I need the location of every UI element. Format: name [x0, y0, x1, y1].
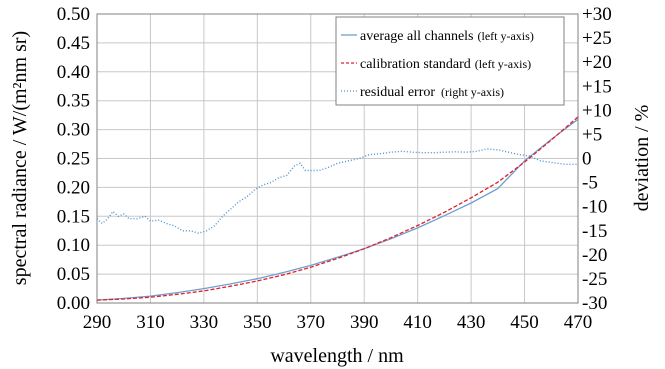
x-tick-label: 410 — [403, 312, 432, 333]
y-left-tick-label: 0.05 — [57, 264, 90, 285]
series-average-all-channels — [96, 118, 579, 301]
x-tick-label: 310 — [136, 312, 165, 333]
x-tick-label: 450 — [510, 312, 539, 333]
legend-entry-residual: residual error (right y-axis) — [360, 85, 504, 100]
y-right-tick-label: +15 — [582, 76, 612, 97]
series-calibration-standard — [96, 116, 579, 301]
legend-label-residual: residual error — [360, 85, 435, 100]
y-right-tick-label: +5 — [582, 124, 602, 145]
legend-label-calibration: calibration standard — [360, 57, 471, 72]
x-tick-label: 290 — [83, 312, 112, 333]
y-right-tick-label: +30 — [582, 4, 612, 25]
series-residual-error — [96, 148, 578, 234]
x-tick-label: 390 — [350, 312, 379, 333]
legend-entry-calibration: calibration standard (left y-axis) — [360, 57, 531, 72]
y-left-tick-label: 0.40 — [57, 62, 90, 83]
legend-box — [335, 16, 565, 106]
y-right-tick-label: +10 — [582, 100, 612, 121]
x-tick-label: 330 — [190, 312, 219, 333]
x-tick-label: 430 — [457, 312, 486, 333]
x-axis-title: wavelength / nm — [270, 345, 404, 367]
y-right-tick-label: -10 — [582, 197, 607, 218]
y-right-tick-label: -25 — [582, 269, 607, 290]
y-left-tick-label: 0.10 — [57, 235, 90, 256]
tick-labels: 290 310 330 350 370 390 410 430 450 470 0.00 0.05 0.… — [57, 4, 612, 333]
x-tick-label: 350 — [243, 312, 272, 333]
x-tick-label: 370 — [297, 312, 326, 333]
series — [96, 116, 579, 301]
y-left-tick-label: 0.15 — [57, 206, 90, 227]
y-left-tick-label: 0.25 — [57, 149, 90, 170]
y-right-tick-label: +20 — [582, 52, 612, 73]
legend-note-residual: (right y-axis) — [441, 85, 504, 99]
y-right-tick-label: +25 — [582, 28, 612, 49]
legend-entry-average: average all channels (left y-axis) — [360, 29, 534, 44]
legend-label-average: average all channels — [360, 29, 474, 44]
legend-note-calibration: (left y-axis) — [475, 57, 531, 71]
legend: average all channels (left y-axis) calibr… — [335, 16, 565, 106]
y-left-tick-label: 0.50 — [57, 4, 90, 25]
y-right-tick-label: -5 — [582, 173, 598, 194]
plot-frame — [96, 13, 579, 304]
y-right-tick-label: -20 — [582, 245, 607, 266]
y-right-tick-label: -15 — [582, 221, 607, 242]
y-left-tick-label: 0.30 — [57, 120, 90, 141]
y-left-tick-label: 0.00 — [57, 293, 90, 314]
y-left-tick-label: 0.45 — [57, 33, 90, 54]
legend-note-average: (left y-axis) — [478, 29, 534, 43]
y-right-axis-title: deviation / % — [631, 105, 653, 212]
y-left-tick-label: 0.20 — [57, 177, 90, 198]
y-right-tick-label: 0 — [582, 149, 592, 170]
y-right-tick-label: -30 — [582, 293, 607, 314]
y-left-tick-label: 0.35 — [57, 91, 90, 112]
x-tick-label: 470 — [564, 312, 593, 333]
y-left-axis-title: spectral radiance / W/(m²nm sr) — [9, 31, 31, 285]
